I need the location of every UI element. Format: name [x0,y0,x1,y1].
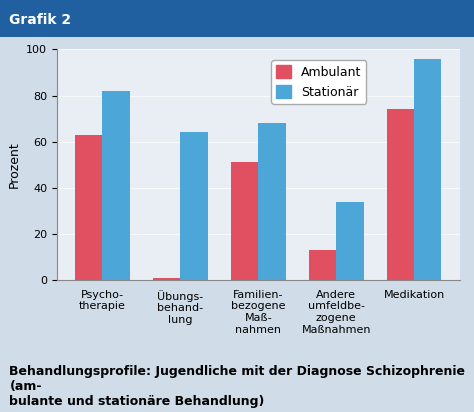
Y-axis label: Prozent: Prozent [8,141,20,188]
Bar [414,59,441,280]
Bar [387,110,414,280]
Bar [181,133,208,280]
Bar [309,250,336,280]
Legend: Ambulant, Stationär: Ambulant, Stationär [271,60,366,104]
Bar [231,162,258,280]
Bar [102,91,130,280]
Bar [258,123,286,280]
Bar [153,278,181,280]
Text: Behandlungsprofile: Jugendliche mit der Diagnose Schizophrenie (am-
bulante und : Behandlungsprofile: Jugendliche mit der … [9,365,465,408]
Text: Grafik 2: Grafik 2 [9,14,72,27]
Bar [75,135,102,280]
Bar [336,202,364,280]
